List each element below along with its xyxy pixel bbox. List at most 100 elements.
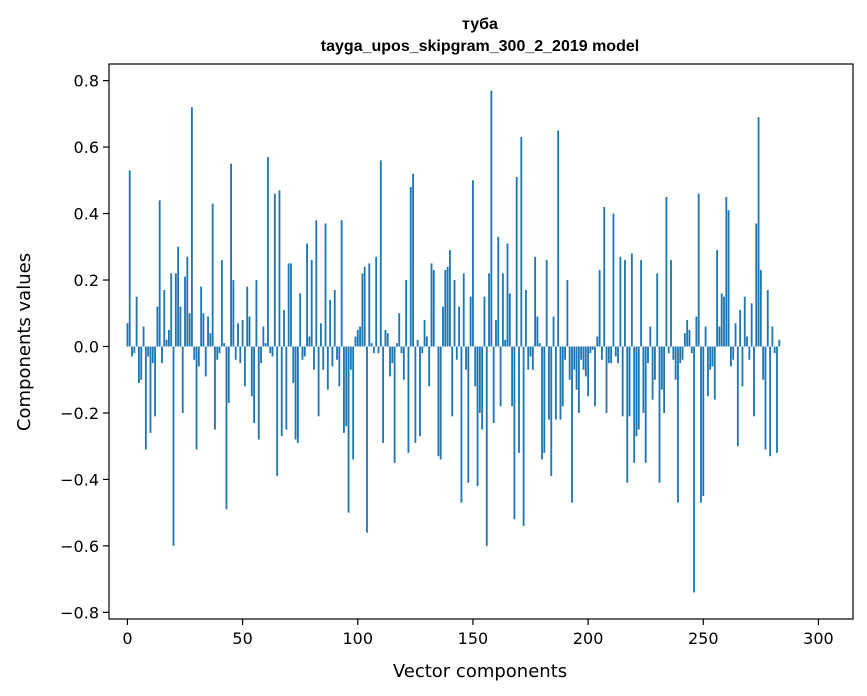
x-tick-label: 150	[458, 629, 489, 648]
bar-239	[677, 346, 679, 503]
bar-180	[541, 346, 543, 460]
chart-subtitle: tayga_upos_skipgram_300_2_2019 model	[321, 38, 639, 55]
bar-77	[303, 346, 306, 357]
bar-229	[653, 346, 656, 380]
bar-207	[603, 206, 606, 347]
bar-279	[769, 346, 771, 457]
bar-278	[766, 289, 769, 347]
bar-193	[571, 346, 573, 503]
bar-135	[437, 346, 440, 457]
bar-269	[746, 336, 748, 347]
bar-51	[243, 346, 246, 387]
bar-69	[285, 346, 288, 430]
bar-87	[326, 346, 329, 390]
bar-72	[292, 346, 295, 384]
bar-246	[693, 346, 695, 593]
bar-281	[773, 346, 776, 354]
bar-126	[416, 339, 419, 347]
bar-171	[520, 137, 523, 347]
bar-178	[536, 316, 539, 347]
bar-21	[174, 273, 177, 347]
bar-25	[184, 276, 186, 347]
bar-130	[425, 336, 428, 347]
bar-254	[711, 346, 714, 367]
bar-237	[672, 346, 675, 360]
bar-93	[340, 220, 343, 347]
bar-41	[220, 260, 223, 347]
bar-155	[483, 296, 486, 347]
bar-147	[465, 346, 467, 370]
bar-136	[439, 346, 442, 460]
bar-230	[656, 273, 659, 347]
bar-175	[529, 346, 532, 357]
bar-0	[126, 323, 129, 347]
bar-153	[478, 346, 481, 413]
bar-200	[587, 346, 590, 397]
bar-257	[718, 326, 721, 347]
bar-248	[697, 193, 700, 347]
bar-37	[211, 203, 214, 347]
bar-106	[370, 343, 373, 347]
bar-249	[700, 346, 702, 503]
bar-115	[391, 346, 394, 364]
bar-197	[580, 346, 583, 360]
bar-165	[506, 243, 509, 347]
bar-192	[568, 346, 571, 380]
bar-150	[472, 180, 474, 347]
bar-232	[660, 346, 663, 390]
bar-152	[476, 346, 479, 487]
bar-101	[359, 326, 361, 347]
bar-162	[499, 346, 502, 407]
bar-228	[651, 346, 654, 400]
bar-209	[607, 346, 610, 364]
bar-3	[133, 346, 136, 354]
bar-247	[695, 316, 698, 347]
bar-177	[534, 256, 537, 347]
bar-159	[492, 346, 495, 423]
bar-118	[398, 313, 401, 347]
bar-84	[319, 323, 322, 347]
chart-title: туба	[462, 16, 498, 33]
bar-10	[149, 346, 152, 433]
bar-261	[727, 210, 730, 347]
bar-31	[197, 346, 200, 367]
bar-184	[550, 346, 553, 477]
bar-17	[165, 339, 168, 347]
y-tick-label: −0.2	[60, 404, 99, 423]
bar-32	[200, 286, 203, 347]
bar-263	[732, 346, 735, 360]
bar-103	[363, 266, 366, 347]
bar-218	[628, 346, 631, 417]
bar-164	[504, 339, 507, 347]
bar-255	[713, 346, 716, 400]
bar-65	[276, 346, 279, 477]
x-tick-label: 200	[573, 629, 604, 648]
bar-30	[195, 346, 198, 450]
bar-67	[280, 346, 283, 437]
bar-213	[617, 346, 619, 364]
bar-185	[552, 316, 555, 347]
bar-96	[347, 346, 350, 513]
bar-89	[331, 346, 334, 367]
bar-196	[577, 346, 580, 413]
bar-36	[209, 333, 212, 347]
bar-157	[488, 273, 490, 347]
bar-233	[663, 346, 666, 413]
bar-71	[290, 263, 292, 347]
y-tick-label: −0.6	[60, 537, 99, 556]
bar-190	[564, 346, 566, 360]
bar-231	[658, 346, 661, 483]
bar-251	[704, 326, 707, 347]
bar-64	[273, 193, 276, 347]
bar-132	[430, 263, 433, 347]
y-tick-label: 0.4	[74, 205, 99, 224]
bar-107	[372, 346, 375, 354]
bar-243	[686, 319, 689, 347]
bar-28	[191, 107, 193, 347]
bar-227	[649, 326, 652, 347]
bar-270	[748, 346, 751, 360]
bar-276	[762, 346, 765, 380]
bar-204	[596, 336, 599, 347]
bar-19	[170, 273, 173, 347]
bar-1	[128, 170, 131, 347]
